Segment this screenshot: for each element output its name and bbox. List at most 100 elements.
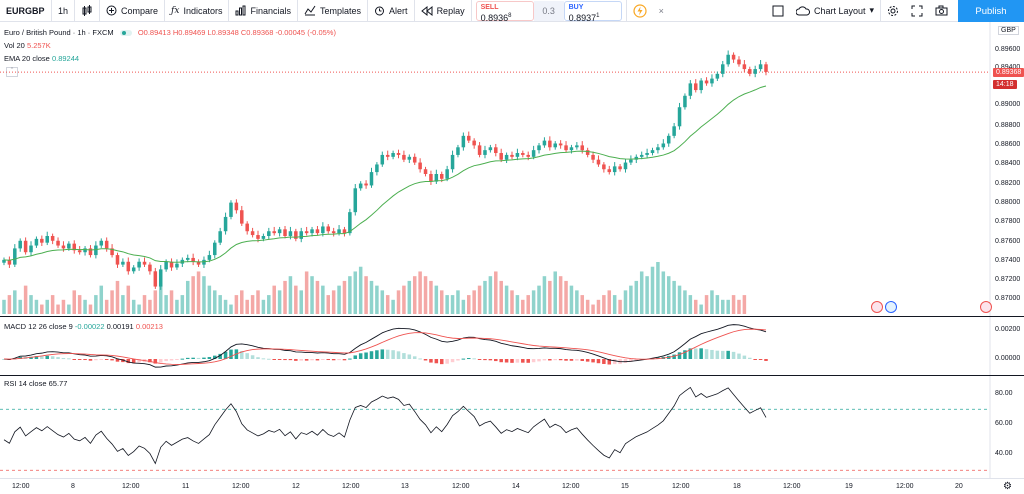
alarm-clock-icon xyxy=(375,6,385,16)
financials-button[interactable]: Financials xyxy=(229,0,299,22)
candle-body xyxy=(283,229,287,236)
time-tick-label: 20 xyxy=(955,483,963,490)
indicators-button[interactable]: ƒx Indicators xyxy=(165,0,230,22)
symbol-label: EURGBP xyxy=(6,5,45,16)
volume-bar xyxy=(185,280,190,314)
macd-histogram-bar xyxy=(380,349,385,359)
volume-bar xyxy=(250,295,255,314)
volume-bar xyxy=(158,285,163,314)
macd-histogram-bar xyxy=(126,359,131,364)
macd-histogram-bar xyxy=(748,357,752,359)
candle-body xyxy=(639,154,644,157)
earnings-icon[interactable] xyxy=(885,301,897,313)
time-tick-label: 11 xyxy=(182,483,190,490)
volume-bar xyxy=(742,295,747,314)
macd-histogram-bar xyxy=(29,356,33,359)
candle-body xyxy=(504,154,509,160)
templates-button[interactable]: Templates xyxy=(298,0,369,22)
volume-bar xyxy=(607,290,612,314)
volume-bar xyxy=(218,295,222,314)
volume-bar xyxy=(256,290,260,314)
macd-histogram-bar xyxy=(185,357,190,359)
volume-bar xyxy=(375,285,379,314)
volume-bar xyxy=(131,299,136,314)
time-axis-settings[interactable]: ⚙ xyxy=(1003,481,1012,492)
macd-histogram-bar xyxy=(175,359,179,360)
volume-bar xyxy=(510,290,514,314)
candle-body xyxy=(348,212,352,234)
volume-bar xyxy=(245,299,249,314)
lightning-icon xyxy=(632,3,647,18)
macd-signal-value: 0.00213 xyxy=(135,322,163,331)
sell-button[interactable]: SELL 0.89368 xyxy=(475,0,534,22)
price-tick-label: 0.88200 xyxy=(995,180,1021,187)
macd-histogram-bar xyxy=(499,359,503,363)
rsi-tick-label: 80.00 xyxy=(995,390,1013,397)
volume-bar xyxy=(521,299,525,314)
volume-bar xyxy=(467,295,471,314)
candle-body xyxy=(645,153,649,155)
candle-body xyxy=(445,169,449,179)
candle-body xyxy=(88,248,93,256)
interval-button[interactable]: 1h xyxy=(52,0,76,22)
macd-histogram-bar xyxy=(72,359,77,360)
candle-body xyxy=(175,263,179,268)
macd-histogram-bar xyxy=(726,350,730,359)
compare-button[interactable]: Compare xyxy=(100,0,166,22)
volume-bar xyxy=(142,295,147,314)
volume-bar xyxy=(488,276,493,314)
macd-histogram-bar xyxy=(67,358,71,360)
volume-bar xyxy=(456,290,460,314)
macd-histogram-bar xyxy=(629,359,633,362)
time-tick-label: 12:00 xyxy=(342,483,360,490)
ema-value: 0.89244 xyxy=(51,54,80,63)
candle-body xyxy=(218,231,222,243)
info-button[interactable] xyxy=(627,0,653,22)
alert-button[interactable]: Alert xyxy=(368,0,415,22)
chart-style-button[interactable] xyxy=(75,0,101,22)
candle-body xyxy=(429,174,433,182)
candle-body xyxy=(369,172,374,186)
macd-histogram-bar xyxy=(569,359,574,361)
ohlc-low: L0.89348 xyxy=(207,28,239,37)
chart-layout-button[interactable]: Chart Layout ▾ xyxy=(790,0,881,22)
settings-button[interactable] xyxy=(881,0,905,22)
macd-histogram-bar xyxy=(548,359,552,361)
macd-histogram-bar xyxy=(326,359,331,361)
buy-button[interactable]: BUY 0.89371 xyxy=(563,0,622,22)
macd-histogram-bar xyxy=(148,359,152,363)
volume-bar xyxy=(283,280,287,314)
candle-body xyxy=(234,202,239,211)
volume-bar xyxy=(121,295,125,314)
macd-histogram-bar xyxy=(229,349,233,359)
rsi-line xyxy=(3,386,767,465)
replay-button[interactable]: Replay xyxy=(415,0,472,22)
volume-bar xyxy=(77,295,82,314)
time-tick-label: 18 xyxy=(733,483,741,490)
macd-histogram-bar xyxy=(348,358,352,360)
volume-bar xyxy=(29,295,33,314)
snapshot-button[interactable] xyxy=(929,0,954,22)
volume-bar xyxy=(164,295,168,314)
candle-body xyxy=(585,150,590,155)
dividend-icon[interactable] xyxy=(871,301,883,313)
macd-histogram-bar xyxy=(537,359,541,362)
macd-histogram-bar xyxy=(439,359,444,365)
event-marker-far[interactable] xyxy=(980,301,992,313)
macd-histogram-bar xyxy=(693,348,698,359)
volume-bar xyxy=(731,295,736,314)
fullscreen-button[interactable] xyxy=(905,0,929,22)
macd-histogram-bar xyxy=(45,355,49,359)
volume-bar xyxy=(110,290,114,314)
volume-bar xyxy=(477,285,482,314)
volume-bar xyxy=(575,290,579,314)
rsi-name: RSI 14 close xyxy=(4,379,47,388)
symbol-search[interactable]: EURGBP xyxy=(0,0,52,22)
time-tick-label: 12:00 xyxy=(12,483,30,490)
fullscreen-rect-button[interactable] xyxy=(766,0,790,22)
candle-body xyxy=(575,145,579,148)
macd-histogram-bar xyxy=(196,357,201,359)
publish-button[interactable]: Publish xyxy=(958,0,1024,22)
close-panel-button[interactable]: × xyxy=(653,0,670,22)
